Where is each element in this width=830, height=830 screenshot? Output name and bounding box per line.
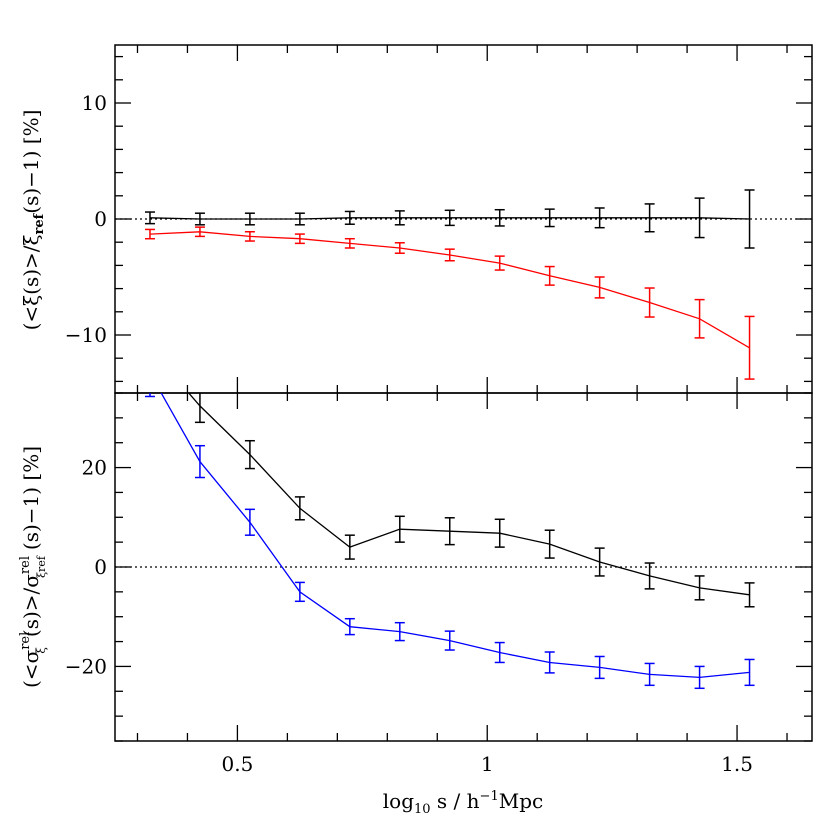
error-bar <box>244 439 255 470</box>
error-bar <box>444 517 455 546</box>
x-tick-label: 0.5 <box>222 752 254 776</box>
error-bar <box>444 248 455 262</box>
error-bar <box>544 208 555 228</box>
error-bar <box>494 641 505 664</box>
y-tick-label: 0 <box>94 207 107 231</box>
error-bar <box>145 331 155 366</box>
error-bar <box>294 212 305 226</box>
error-bar <box>394 515 405 543</box>
error-bar <box>294 581 305 603</box>
error-bar <box>694 665 705 690</box>
error-bar <box>144 228 155 240</box>
error-bar <box>594 547 605 577</box>
error-bar <box>344 617 355 636</box>
series-line <box>187 393 750 596</box>
y-tick-label: −20 <box>65 654 107 678</box>
error-bar <box>544 265 555 286</box>
error-bar <box>144 211 155 225</box>
error-bar <box>344 210 355 225</box>
y-tick-label: 0 <box>94 555 107 579</box>
error-bar <box>644 662 655 687</box>
x-tick-label: 1.5 <box>721 752 753 776</box>
error-bar <box>644 203 655 233</box>
bottom-panel: −20 0 20 0.5 1 1.5 <box>65 331 813 776</box>
x-axis-label: log10 s / h−1Mpc <box>383 789 543 817</box>
plot-area <box>115 331 812 690</box>
y-tick-label: 10 <box>82 91 107 115</box>
error-bar <box>294 496 305 521</box>
error-bar <box>494 208 505 227</box>
error-bar <box>744 582 755 608</box>
error-bar <box>194 393 205 424</box>
x-tick-label: 1 <box>481 752 494 776</box>
error-bar <box>744 658 755 687</box>
error-bar <box>644 562 655 590</box>
y-tick-label: −10 <box>65 323 107 347</box>
error-bar <box>444 630 455 651</box>
plot-area <box>115 189 812 380</box>
error-bar <box>594 207 605 229</box>
error-bar <box>194 444 205 479</box>
error-bar <box>594 655 605 680</box>
top-panel: −10 0 10 <box>65 44 813 394</box>
error-bar <box>444 209 455 227</box>
error-bar <box>394 621 405 642</box>
error-bar <box>294 233 305 245</box>
error-bar <box>144 393 155 398</box>
error-bar <box>494 518 505 548</box>
error-bar <box>194 226 205 238</box>
error-bar <box>744 189 755 249</box>
error-bar <box>244 231 255 242</box>
error-bar <box>394 242 405 254</box>
error-bar <box>494 255 505 271</box>
y-tick-label: 20 <box>82 456 107 480</box>
top-y-axis-label: (<ξ(s)>/ξref(s)−1) [%] <box>19 110 47 331</box>
error-bar <box>244 212 255 226</box>
error-bar <box>694 298 705 339</box>
error-bar <box>344 534 355 560</box>
error-bar <box>594 276 605 299</box>
error-bar <box>544 529 555 559</box>
error-bar <box>244 508 255 536</box>
error-bar <box>394 210 405 226</box>
error-bar <box>694 575 705 601</box>
error-bar <box>344 237 355 249</box>
bottom-y-axis-label: (<σrelξ(s)>/σrel ξref(s)−1) [%] <box>18 446 48 688</box>
plot-frame <box>114 392 813 742</box>
error-bar <box>644 287 655 318</box>
error-bar <box>194 212 205 226</box>
error-bar <box>744 315 755 380</box>
error-bar <box>694 197 705 239</box>
error-bar <box>544 651 555 674</box>
